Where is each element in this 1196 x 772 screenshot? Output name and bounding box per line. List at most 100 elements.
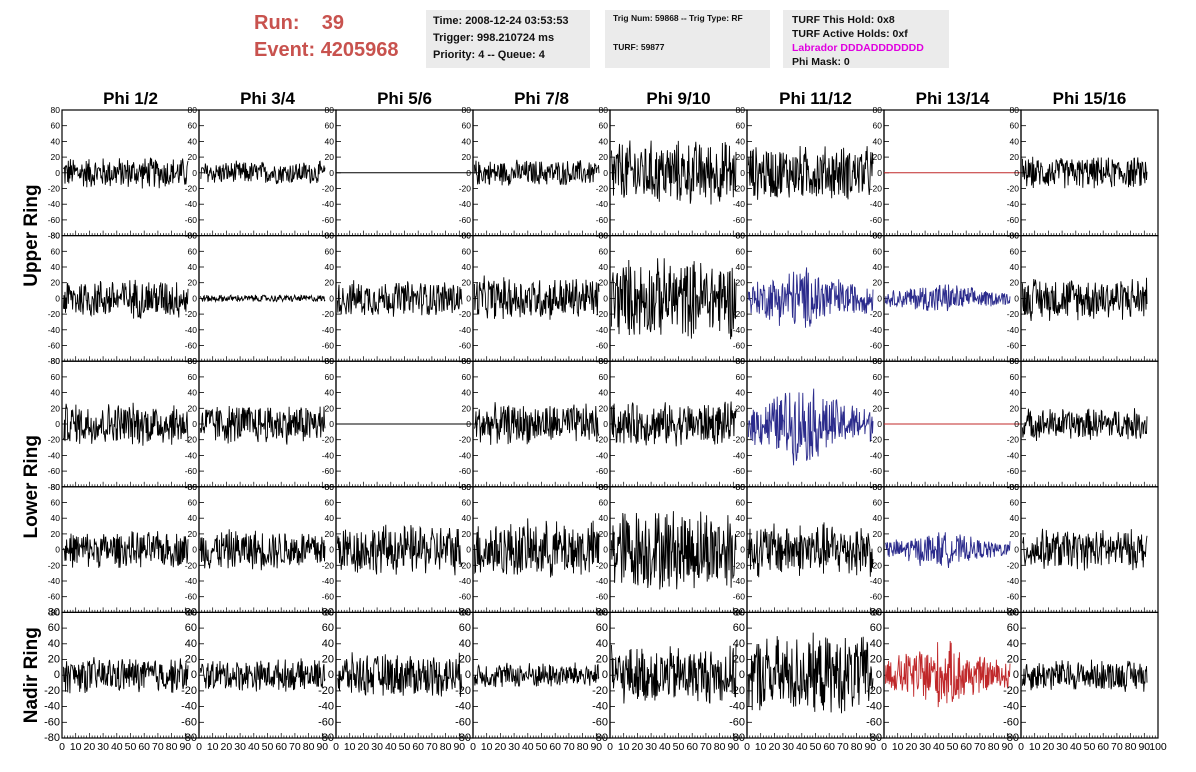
y-tick-label: -80 [455,732,471,744]
y-tick-label: -60 [181,716,197,728]
y-tick-label: -60 [459,466,472,476]
y-tick-label: 60 [185,622,197,634]
y-tick-label: 40 [462,136,472,146]
y-tick-label: 80 [322,606,334,618]
y-tick-label: -20 [733,309,746,319]
panel-frame [609,235,748,362]
y-tick-label: 0 [328,669,334,681]
waveform-trace [473,275,600,320]
y-tick-label: 0 [329,293,334,303]
run-label: Run: [254,12,300,34]
waveform-trace [199,658,326,692]
y-tick-label: -40 [866,701,882,713]
event-row: Event: 4205968 [254,37,399,64]
x-tick-label: 60 [823,741,835,753]
y-tick-label: -60 [1007,341,1020,351]
y-tick-label: 20 [596,654,608,666]
x-tick-label: 20 [1043,741,1055,753]
y-tick-label: -60 [1003,716,1019,728]
y-tick-label: 60 [325,121,335,131]
y-tick-label: 40 [1010,136,1020,146]
y-tick-label: 60 [325,246,335,256]
waveform-trace [747,388,874,466]
column-header: Phi 7/8 [514,89,569,108]
x-tick-label: 40 [385,741,397,753]
y-tick-label: 40 [873,513,883,523]
y-tick-label: -40 [185,450,198,460]
y-tick-label: 40 [185,638,197,650]
y-tick-label: 80 [596,606,608,618]
y-tick-label: -80 [729,732,745,744]
column-header: Phi 3/4 [240,89,295,108]
x-tick-label: 50 [1084,741,1096,753]
y-tick-label: 0 [740,293,745,303]
y-tick-label: 0 [466,293,471,303]
y-tick-label: 80 [188,482,198,492]
y-tick-label: -20 [870,560,883,570]
y-tick-label: -60 [185,592,198,602]
y-tick-label: -60 [48,215,61,225]
y-tick-label: 60 [870,622,882,634]
turf-active-line: TURF Active Holds: 0xf [792,28,908,40]
y-tick-label: 60 [1010,498,1020,508]
y-tick-label: 20 [873,152,883,162]
y-tick-label: -60 [870,341,883,351]
y-tick-label: -20 [185,560,198,570]
y-tick-label: -40 [48,325,61,335]
y-tick-label: 80 [188,356,198,366]
y-tick-label: 0 [466,168,471,178]
y-tick-label: 80 [48,606,60,618]
y-tick-label: 0 [329,168,334,178]
y-tick-label: -20 [870,184,883,194]
waveform-trace [1021,277,1148,322]
y-tick-label: 60 [51,498,61,508]
waveform-trace [63,157,189,189]
waveform-trace [63,531,189,568]
x-tick-label: 10 [1029,741,1041,753]
ring-label: Upper Ring [21,184,42,286]
y-tick-label: 0 [329,545,334,555]
waveform-trace [747,145,874,200]
waveform-trace [200,160,326,185]
y-tick-label: 0 [191,669,197,681]
y-tick-label: 0 [877,168,882,178]
waveform-trace [610,258,737,340]
y-tick-label: 0 [465,669,471,681]
y-tick-label: 20 [325,529,335,539]
x-tick-label: 70 [289,741,301,753]
x-tick-label: 80 [440,741,452,753]
y-tick-label: -60 [870,215,883,225]
y-tick-label: -60 [596,341,609,351]
y-tick-label: -40 [870,325,883,335]
x-tick-label: 30 [234,741,246,753]
y-tick-label: 80 [599,482,609,492]
y-tick-label: 0 [876,669,882,681]
x-tick-label: 30 [782,741,794,753]
trigger-line: Trigger: 998.210724 ms [433,32,555,44]
y-tick-label: 20 [51,403,61,413]
x-tick-label: 80 [714,741,726,753]
y-tick-label: -60 [733,592,746,602]
y-tick-label: 80 [325,482,335,492]
phi-mask-line: Phi Mask: 0 [792,56,850,68]
y-tick-label: -20 [459,435,472,445]
y-tick-label: 60 [51,121,61,131]
y-tick-label: 60 [599,246,609,256]
y-tick-label: 40 [459,638,471,650]
y-tick-label: -40 [322,576,335,586]
x-tick-label: 60 [960,741,972,753]
y-tick-label: -20 [181,685,197,697]
y-tick-label: 0 [192,419,197,429]
x-tick-label: 70 [152,741,164,753]
y-tick-label: -60 [185,341,198,351]
time-line: Time: 2008-12-24 03:53:53 [433,15,569,27]
y-tick-label: -60 [322,215,335,225]
x-tick-label: 10 [618,741,630,753]
y-tick-label: 60 [325,372,335,382]
